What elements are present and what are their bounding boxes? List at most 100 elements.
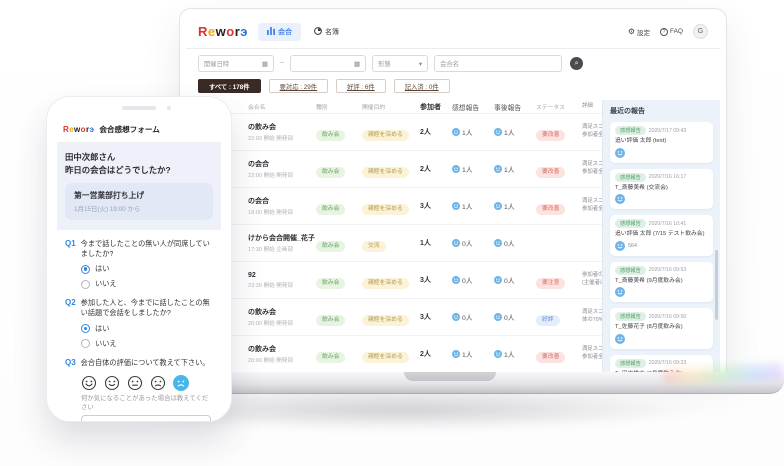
logo-letter: r xyxy=(85,125,90,134)
date-range-separator: ~ xyxy=(280,60,285,67)
report-card[interactable]: 感想報告 2020/7/16 09:53 T_斎藤美希 (9月度飲み会) xyxy=(610,261,713,303)
meeting-table: 会合名 種別 開催目的 参加者 感想報告 事後報告 ステータス 詳細 の飲み会 22:00 開始… xyxy=(186,100,602,372)
q1-option-no[interactable]: いいえ xyxy=(81,279,213,289)
report-card[interactable]: 感想報告 2020/7/16 16:17 T_斎藤美希 (交流会) xyxy=(610,168,713,210)
report-emoji-icon xyxy=(615,147,625,158)
avatar[interactable]: G xyxy=(693,24,708,39)
form-title: 会合感想フォーム xyxy=(99,125,160,134)
phone-camera xyxy=(167,106,171,110)
feedback-face-icon xyxy=(452,128,460,136)
rating-face-happy-icon[interactable] xyxy=(104,375,120,391)
meeting-name: の会合 xyxy=(248,161,269,168)
purpose-badge: 親睦を深める xyxy=(362,166,409,179)
rating-face-neutral-icon[interactable] xyxy=(127,375,143,391)
rating-face-frown-icon[interactable] xyxy=(150,375,166,391)
rating-face-sad-icon[interactable] xyxy=(173,374,189,391)
free-text-area[interactable] xyxy=(81,414,211,421)
table-row[interactable]: の飲み会 20:00 開始 開発部 飲み会 親睦を深める 3人 0人 0人 好評 満足スコアに5… xyxy=(186,299,602,336)
purpose-cell: 交流 xyxy=(362,234,420,253)
date-from-placeholder: 開催日時 xyxy=(204,61,230,68)
q1-text: 今まで話したことの無い人が同席していましたか? xyxy=(80,239,210,259)
followup-count-value: 0人 xyxy=(504,278,515,285)
status-cell: 好評 xyxy=(536,308,582,327)
meeting-name-cell: の会合 22:00 開始 開発部 xyxy=(198,159,316,179)
report-card[interactable]: 感想報告 2020/7/17 09:43 追い評価 太郎 (test) xyxy=(610,122,713,163)
q3-number: Q3 xyxy=(65,357,76,367)
meeting-name: けから会合開催_花子 xyxy=(248,235,315,242)
logo-letter: w xyxy=(215,24,227,39)
status-detail: 満足スコア2以下の参加者が該当イベント参加者全体の30%以上占める xyxy=(582,346,602,360)
question-icon: ? xyxy=(659,27,668,36)
table-header-cell: ステータス xyxy=(536,105,565,111)
filter-chip[interactable]: 要対応 : 29件 xyxy=(268,79,329,93)
meeting-subinfo: 23:30 開始 開発部 xyxy=(248,282,294,289)
reports-scrollbar[interactable] xyxy=(715,250,718,320)
report-type-badge: 感想報告 xyxy=(615,219,646,229)
report-card[interactable]: 感想報告 2020/7/16 10:41 追い評価 太郎 (7/15 テスト飲み会)… xyxy=(610,215,713,256)
feedback-count: 0人 xyxy=(452,238,494,248)
date-from-input[interactable]: 開催日時 ▦ xyxy=(198,55,274,72)
report-card-top: 感想報告 2020/7/17 09:43 xyxy=(615,126,708,135)
app-topbar: Reworэ 会合 名簿 ⚙ 設定 ? FAQ G xyxy=(186,15,720,49)
q3-text: 会合自体の評価について教えて下さい。 xyxy=(80,357,210,367)
meeting-name: の飲み会 xyxy=(248,346,276,353)
followup-face-icon xyxy=(494,128,502,136)
q2-option-no[interactable]: いいえ xyxy=(81,339,213,349)
feedback-count: 1人 xyxy=(452,201,494,211)
status-cell: 要改善 xyxy=(536,197,582,216)
faq-button[interactable]: ? FAQ xyxy=(659,27,683,36)
report-card[interactable]: 感想報告 2020/7/16 09:50 T_佐藤花子 (8月度飲み会) xyxy=(610,308,713,349)
filter-chip[interactable]: 好評 : 6件 xyxy=(336,79,386,93)
rating-face-very-happy-icon[interactable] xyxy=(81,375,97,391)
q2-option-yes[interactable]: はい xyxy=(81,324,213,334)
table-header-cell: 詳細 xyxy=(582,102,593,109)
q2-text: 参加した人と、今までに話したことの無い話題で会話をしましたか? xyxy=(80,298,210,318)
table-row[interactable]: の会合 18:00 開始 開発部 飲み会 親睦を深める 3人 1人 1人 要改善 満足スコア2以… xyxy=(186,188,602,225)
followup-count-value: 1人 xyxy=(504,130,515,137)
filter-bar: 開催日時 ▦ ~ ▦ 形態 ▾ 会合名 ⌕ xyxy=(186,49,720,76)
q1-option-yes[interactable]: はい xyxy=(81,264,213,274)
filter-chip[interactable]: 記入済 : 0件 xyxy=(393,79,450,93)
status-cell: 要注意 xyxy=(536,271,582,290)
meeting-subinfo: 18:00 開始 開発部 xyxy=(248,210,294,216)
status-badge: 好評 xyxy=(536,314,560,327)
table-header-cell: 開催目的 xyxy=(362,105,386,111)
meeting-subinfo: 20:00 開始 開発部 xyxy=(248,321,294,327)
table-row[interactable]: 92 23:30 開始 開発部 飲み会 親睦を深める 3人 0人 0人 要注意 参加者の事後アン… xyxy=(186,262,602,299)
date-to-input[interactable]: ▦ xyxy=(290,55,367,72)
followup-count: 0人 xyxy=(494,238,536,248)
type-cell: 飲み会 xyxy=(316,345,362,364)
participants-count: 2人 xyxy=(420,166,431,173)
faq-label: FAQ xyxy=(669,28,683,35)
settings-button[interactable]: ⚙ 設定 xyxy=(628,27,650,37)
purpose-cell: 親睦を深める xyxy=(362,308,420,327)
type-cell: 飲み会 xyxy=(316,308,362,327)
table-row[interactable]: の会合 22:00 開始 開発部 飲み会 親睦を深める 2人 1人 1人 要改善 満足スコア2以… xyxy=(186,151,602,188)
meeting-name-cell: の会合 18:00 開始 開発部 xyxy=(198,196,316,216)
type-cell: 飲み会 xyxy=(316,197,362,216)
meeting-name-cell: 92 23:30 開始 開発部 xyxy=(198,272,316,289)
feedback-count: 1人 xyxy=(452,164,494,174)
greeting-question: 昨日の会合はどうでしたか? xyxy=(65,164,171,175)
table-header-cell: 会合名 xyxy=(248,105,266,111)
type-cell: 飲み会 xyxy=(316,271,362,290)
feedback-count-value: 0人 xyxy=(462,278,473,285)
logo-letter: э xyxy=(89,125,95,134)
report-author: T_田中雄太 (7月度飲み会) xyxy=(615,371,708,372)
filter-chip[interactable]: すべて : 178件 xyxy=(198,79,261,93)
table-row[interactable]: の飲み会 20:00 開始 開発部 飲み会 親睦を深める 2人 1人 1人 要改善 満足スコア2… xyxy=(186,336,602,372)
type-select[interactable]: 形態 ▾ xyxy=(372,55,429,72)
meeting-name: の飲み会 xyxy=(248,309,276,316)
feedback-count-value: 1人 xyxy=(462,130,473,137)
meeting-name-input[interactable]: 会合名 xyxy=(434,55,563,72)
search-button[interactable]: ⌕ xyxy=(570,57,584,70)
tab-名簿[interactable]: 名簿 xyxy=(305,23,348,41)
report-card-top: 感想報告 2020/7/16 09:50 xyxy=(615,312,708,322)
table-row[interactable]: の飲み会 22:00 開始 開発部 飲み会 親睦を深める 2人 1人 1人 要改善 満足スコア2… xyxy=(186,114,602,151)
followup-count: 0人 xyxy=(494,312,536,322)
tab-会合[interactable]: 会合 xyxy=(257,22,301,41)
participants-count: 3人 xyxy=(420,203,431,210)
table-row[interactable]: けから会合開催_花子 17:30 開始 企画部 飲み会 交流 1人 0人 0人 xyxy=(186,225,602,262)
